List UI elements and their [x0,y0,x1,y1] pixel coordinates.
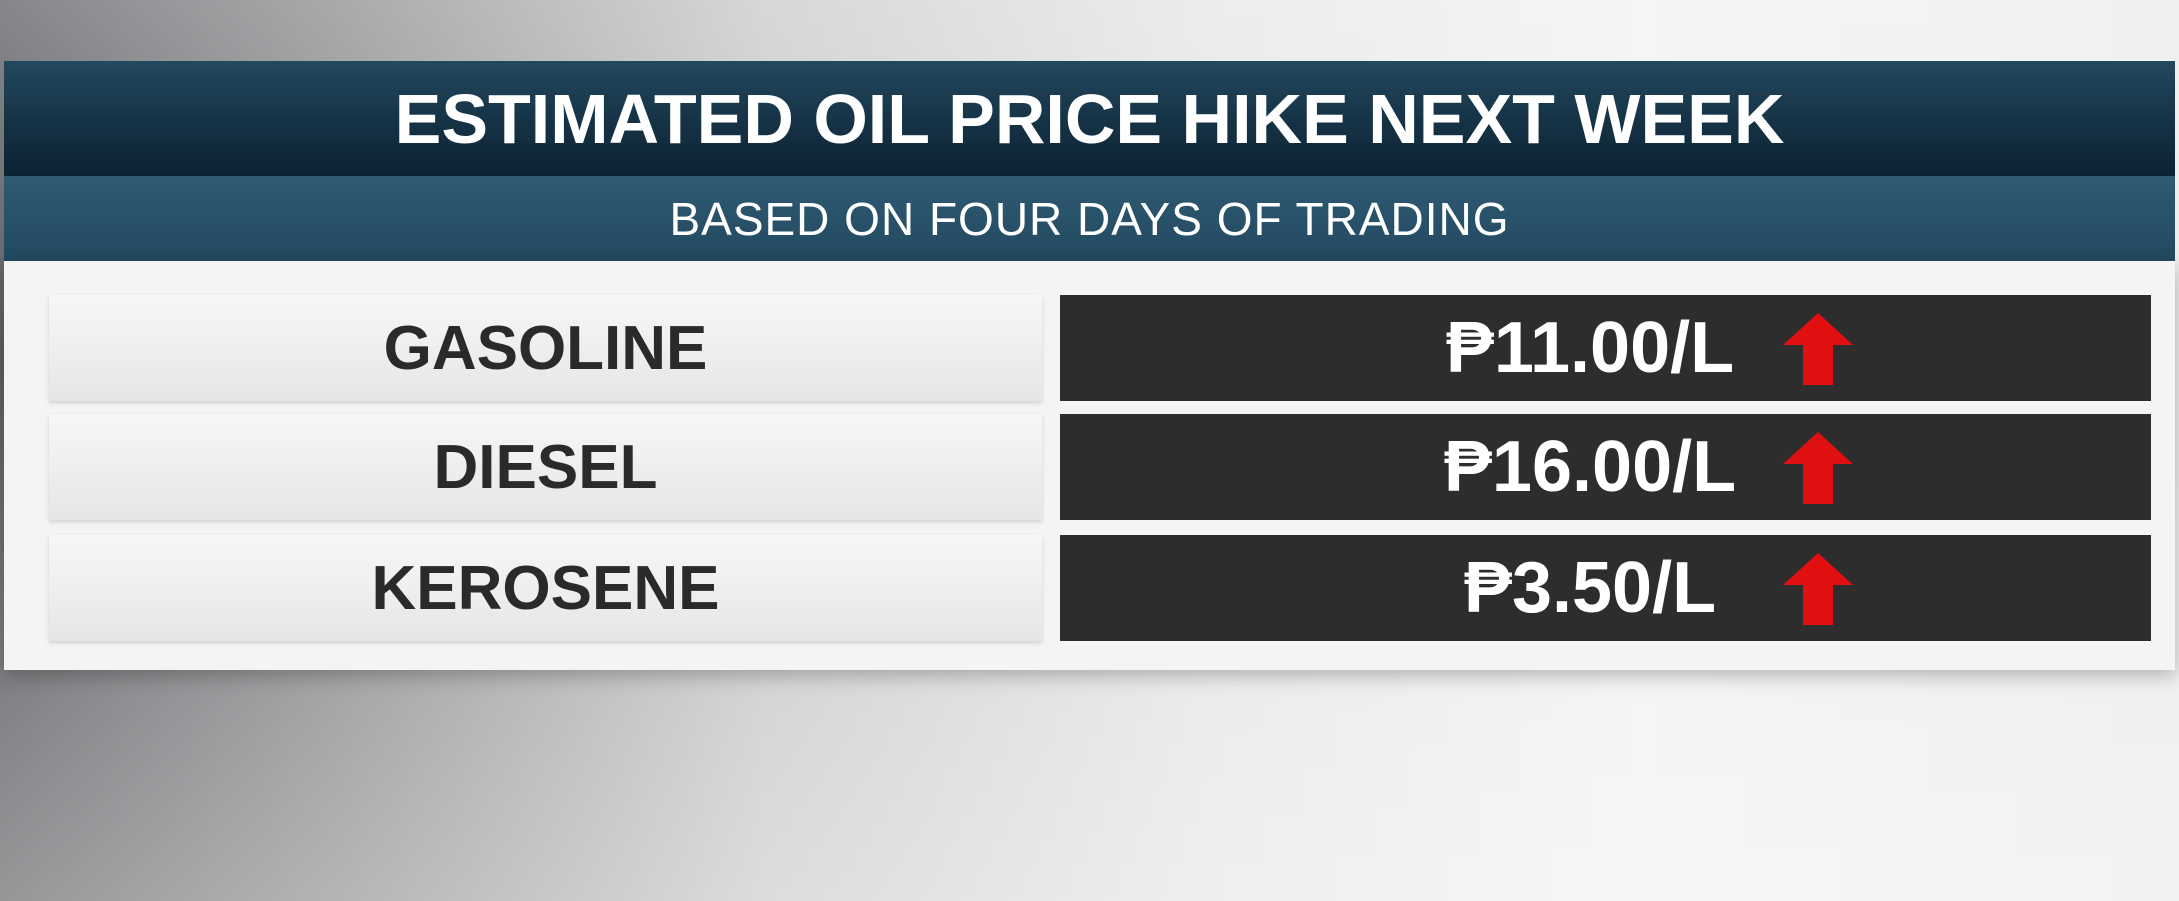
price-cell: ₱3.50/L [1060,535,2151,641]
fuel-label: GASOLINE [49,295,1042,401]
fuel-label: DIESEL [49,414,1042,520]
up-arrow [1783,313,1853,385]
up-arrow [1783,432,1853,504]
subtitle-bar: BASED ON FOUR DAYS OF TRADING [4,176,2175,261]
price: ₱16.00/L [1443,427,1737,507]
price: ₱3.50/L [1463,548,1717,628]
fuel-label: KEROSENE [49,535,1042,641]
price-cell: ₱16.00/L [1060,414,2151,520]
price: ₱11.00/L [1445,308,1735,388]
title-bar: ESTIMATED OIL PRICE HIKE NEXT WEEK [4,61,2175,176]
up-arrow [1783,553,1853,625]
price-cell: ₱11.00/L [1060,295,2151,401]
subtitle: BASED ON FOUR DAYS OF TRADING [669,192,1510,245]
title: ESTIMATED OIL PRICE HIKE NEXT WEEK [394,79,1785,158]
